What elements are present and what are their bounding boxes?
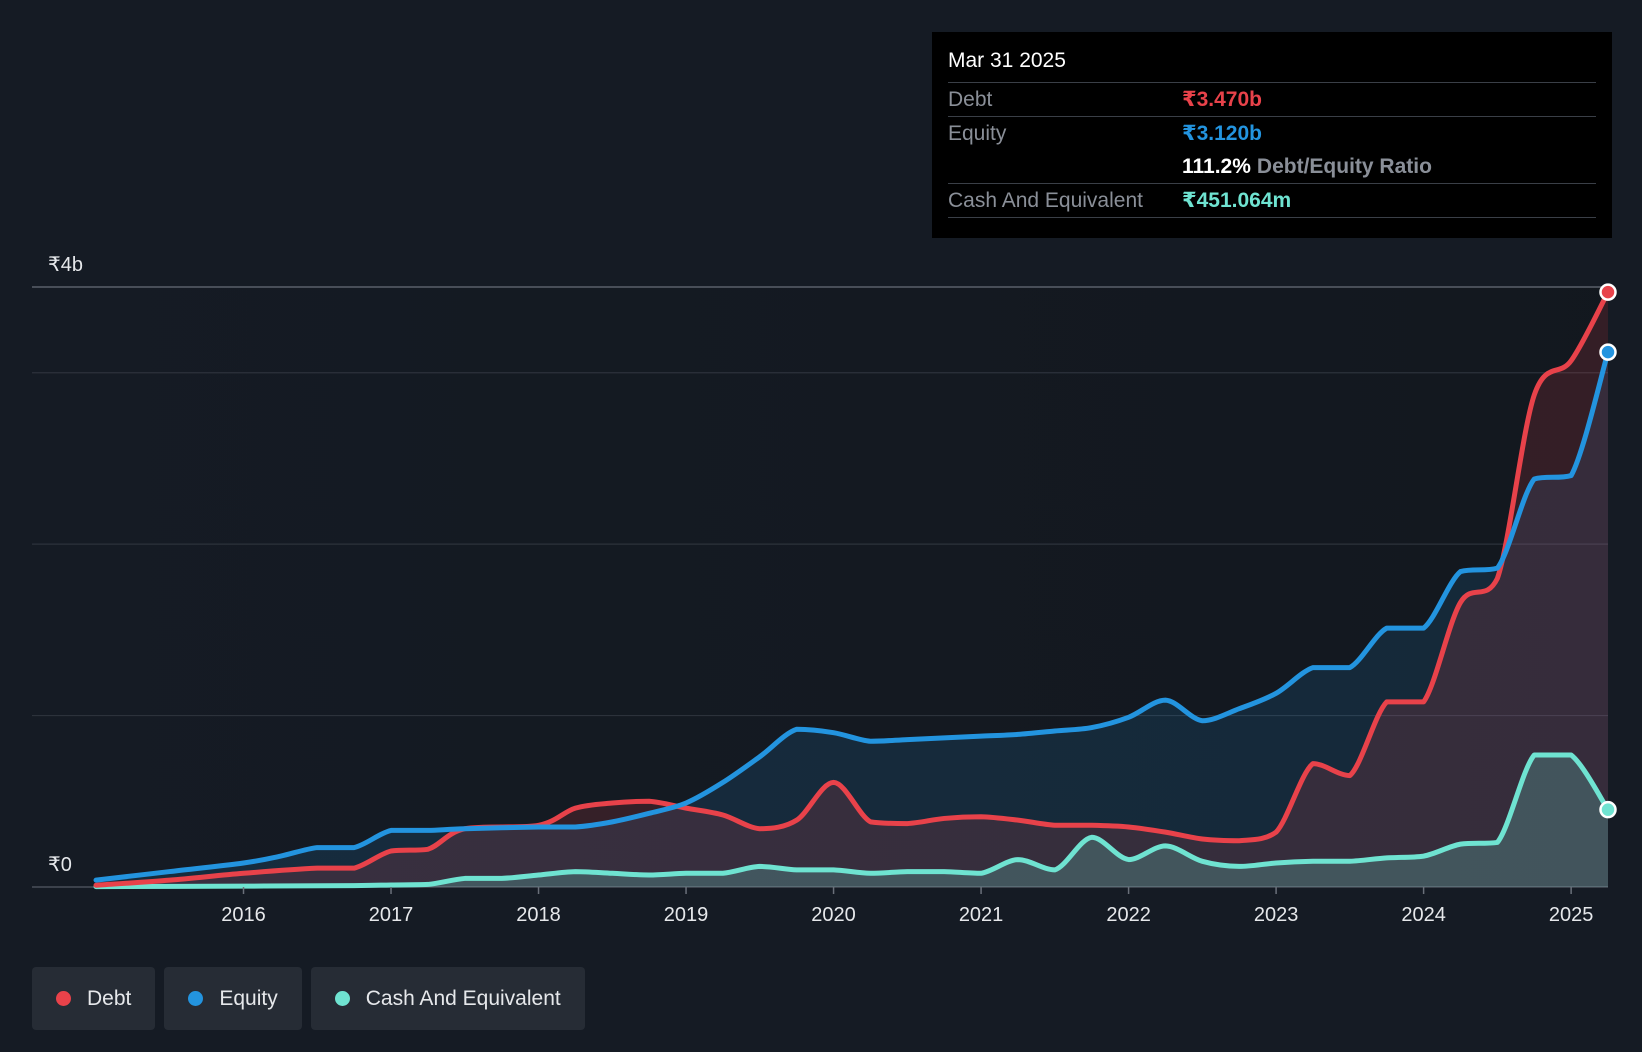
- debt-end-point[interactable]: [1599, 283, 1617, 301]
- equity-dot-icon: [188, 991, 204, 1006]
- x-tick-label: 2024: [1401, 904, 1446, 926]
- x-tick-label: 2023: [1254, 904, 1299, 926]
- y-tick-label: ₹0: [48, 854, 72, 876]
- equity-area: [96, 352, 1608, 887]
- tooltip-cash-row: Cash And Equivalent ₹451.064m: [948, 184, 1596, 218]
- tooltip-equity-label: Equity: [948, 122, 1007, 145]
- debt-dot-icon: [56, 991, 71, 1006]
- legend: Debt Equity Cash And Equivalent: [32, 967, 585, 1030]
- tooltip-equity-value: ₹3.120b: [1182, 122, 1262, 145]
- tooltip-cash-label: Cash And Equivalent: [948, 189, 1143, 212]
- y-axis: ₹0 ₹4b: [48, 254, 83, 876]
- legend-item-debt[interactable]: Debt: [32, 967, 156, 1030]
- legend-item-equity[interactable]: Equity: [164, 967, 302, 1030]
- tooltip-debt-row: Debt ₹3.470b: [948, 83, 1596, 117]
- x-tick-label: 2025: [1549, 904, 1594, 926]
- debt-area: [96, 292, 1608, 887]
- tooltip-debt-value: ₹3.470b: [1182, 88, 1262, 111]
- cash-dot-icon: [334, 991, 350, 1006]
- x-tick-label: 2020: [811, 904, 856, 926]
- equity-line: [93, 349, 1611, 883]
- cash-and-equivalent-area: [96, 755, 1608, 887]
- plot-area: [32, 287, 1608, 887]
- tooltip-equity-row: Equity ₹3.120b: [948, 117, 1596, 150]
- tooltip-ratio-value: 111.2%: [1182, 155, 1251, 178]
- series-end-markers: [1599, 283, 1617, 819]
- legend-equity-label: Equity: [219, 986, 278, 1010]
- cash-and-equivalent-line: [93, 752, 1611, 890]
- tooltip-ratio-label: Debt/Equity Ratio: [1256, 155, 1432, 178]
- x-axis: 2016 2017 2018 2019 2020 2021 2022 2023 2024 2025: [221, 887, 1593, 926]
- debt-line: [93, 289, 1611, 888]
- x-tick-label: 2017: [369, 904, 414, 926]
- x-tick-label: 2018: [516, 904, 561, 926]
- cash-and-equivalent-end-point[interactable]: [1599, 800, 1617, 819]
- legend-debt-label: Debt: [87, 986, 132, 1010]
- y-tick-label: ₹4b: [48, 254, 83, 276]
- series-areas: [96, 292, 1608, 887]
- x-tick-label: 2019: [664, 904, 709, 926]
- x-tick-label: 2016: [221, 904, 266, 926]
- legend-item-cash[interactable]: Cash And Equivalent: [310, 967, 585, 1030]
- equity-end-point[interactable]: [1599, 343, 1617, 361]
- tooltip-debt-label: Debt: [948, 88, 993, 111]
- tooltip: Mar 31 2025 Debt ₹3.470b Equity ₹3.120b …: [932, 32, 1612, 238]
- x-tick-label: 2021: [959, 904, 1004, 926]
- series-lines: [93, 289, 1611, 890]
- x-tick-label: 2022: [1106, 904, 1151, 926]
- tooltip-cash-value: ₹451.064m: [1182, 189, 1292, 212]
- tooltip-date: Mar 31 2025: [948, 46, 1596, 83]
- tooltip-ratio-row: 111.2% Debt/Equity Ratio: [948, 150, 1596, 184]
- legend-cash-label: Cash And Equivalent: [365, 986, 561, 1010]
